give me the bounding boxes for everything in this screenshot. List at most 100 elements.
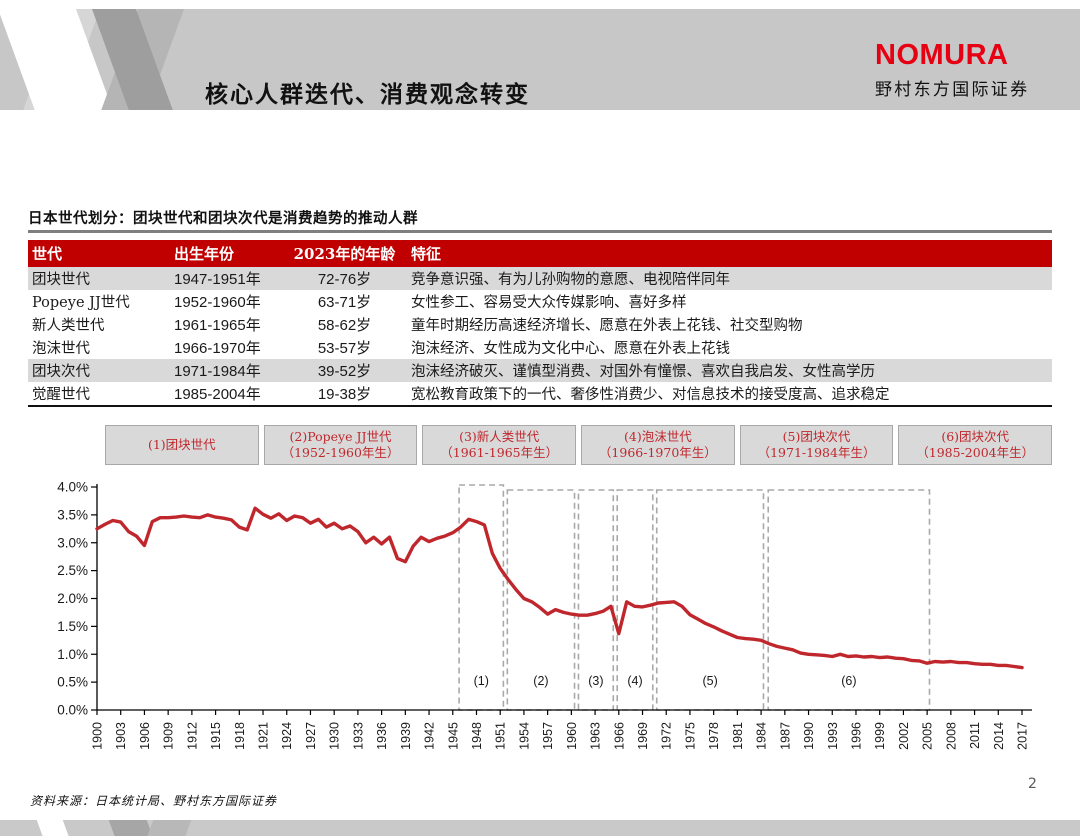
cell-traits: 竞争意识强、有为儿孙购物的意愿、电视陪伴同年 (411, 272, 730, 288)
cell-generation: 觉醒世代 (32, 387, 90, 403)
table-section-title: 日本世代划分：团块世代和团块次代是消费趋势的推动人群 (28, 210, 418, 227)
x-tick-label: 1969 (636, 722, 650, 750)
cell-age: 19-38岁 (317, 386, 372, 403)
x-axis-labels: 1900 1903 1906 1909 1912 1915 1918 1921 1924 1927… (91, 710, 1030, 750)
x-tick-label: 2008 (944, 722, 958, 750)
header-band: 核心人群迭代、消费观念转变 NOMURA 野村东方国际证券 (0, 9, 1080, 110)
cell-birth-years: 1952-1960年 (174, 294, 261, 311)
generation-label-box-1: (1)团块世代 (105, 425, 259, 465)
y-tick-label: 1.0% (57, 647, 88, 662)
x-tick-label: 1909 (162, 722, 176, 750)
y-tick-label: 4.0% (57, 480, 88, 495)
page-title: 核心人群迭代、消费观念转变 (205, 81, 530, 108)
cohort-box-label: (6) (841, 674, 856, 688)
y-tick-label: 2.5% (57, 563, 88, 578)
col-header-generation: 世代 (28, 240, 170, 267)
x-tick-label: 1918 (233, 722, 247, 750)
cell-birth-years: 1985-2004年 (174, 386, 261, 403)
table-row: 团块次代 1971-1984年 39-52岁 泡沫经济破灭、谨慎型消费、对国外有… (28, 359, 1052, 382)
x-tick-label: 1966 (612, 722, 626, 750)
x-tick-label: 1981 (731, 722, 745, 750)
x-tick-label: 1927 (304, 722, 318, 750)
col-header-birth-years: 出生年份 (170, 240, 282, 267)
cell-birth-years: 1966-1970年 (174, 340, 261, 357)
x-tick-label: 1939 (399, 722, 413, 750)
generation-label-row: (1)团块世代 (2)Popeye JJ世代 （1952-1960年生） (3)… (105, 425, 1053, 465)
cell-generation: 团块世代 (32, 272, 90, 288)
cohort-box-label: (4) (627, 674, 642, 688)
cell-birth-years: 1971-1984年 (174, 363, 261, 380)
table-row: Popeye JJ世代 1952-1960年 63-71岁 女性参工、容易受大众… (28, 290, 1052, 313)
gen-box-line2: （1971-1984年生） (757, 445, 876, 460)
x-tick-label: 1942 (423, 722, 437, 750)
gen-box-line2: （1952-1960年生） (281, 445, 400, 460)
cell-birth-years: 1961-1965年 (174, 317, 261, 334)
x-tick-label: 1951 (494, 722, 508, 750)
y-tick-label: 3.5% (57, 507, 88, 522)
cell-generation: 团块次代 (32, 364, 90, 380)
x-tick-label: 1924 (280, 722, 294, 750)
x-tick-label: 1930 (328, 722, 342, 750)
gen-box-line1: (1)团块世代 (147, 436, 216, 452)
generation-table: 世代 出生年份 2023年的年龄 特征 团块世代 1947-1951年 72-7… (28, 240, 1052, 407)
bottom-band (0, 820, 1080, 836)
generation-label-box-4: (4)泡沫世代 （1966-1970年生） (581, 425, 735, 465)
x-tick-label: 1903 (114, 722, 128, 750)
gen-box-line1: (3)新人类世代 (459, 428, 540, 444)
x-tick-label: 1957 (541, 722, 555, 750)
brand-block: NOMURA 野村东方国际证券 (875, 39, 1045, 100)
x-tick-label: 1915 (209, 722, 223, 750)
cohort-annotation-boxes: (1) (2) (3) (4) (5) (6) (458, 484, 931, 711)
gen-box-line1: (6)团块次代 (941, 428, 1010, 444)
cell-birth-years: 1947-1951年 (174, 271, 261, 288)
page-number: 2 (1028, 776, 1037, 792)
x-tick-label: 1954 (517, 722, 531, 750)
cohort-box-label: (3) (588, 674, 603, 688)
birth-rate-line (95, 506, 1024, 670)
x-tick-label: 2014 (992, 722, 1006, 750)
x-tick-label: 2011 (968, 722, 982, 749)
generation-label-box-2: (2)Popeye JJ世代 （1952-1960年生） (263, 425, 418, 465)
footer-decoration-stripe (34, 820, 72, 836)
gen-box-line2: （1961-1965年生） (440, 445, 559, 460)
x-tick-label: 1900 (91, 722, 105, 750)
cell-age: 39-52岁 (317, 363, 372, 380)
x-tick-label: 1987 (778, 722, 792, 750)
y-tick-label: 0.0% (57, 703, 88, 718)
logo-subtitle: 野村东方国际证券 (875, 80, 1030, 100)
gen-box-line1: (5)团块次代 (782, 428, 851, 444)
x-tick-label: 1978 (707, 722, 721, 750)
cell-traits: 宽松教育政策下的一代、奢侈性消费少、对信息技术的接受度高、追求稳定 (411, 387, 890, 403)
x-tick-label: 1960 (565, 722, 579, 750)
y-tick-label: 2.0% (57, 591, 88, 606)
cell-generation: 新人类世代 (32, 318, 105, 334)
cell-age: 53-57岁 (317, 340, 372, 357)
x-tick-label: 1963 (589, 722, 603, 750)
cell-age: 63-71岁 (317, 294, 372, 311)
x-tick-label: 1936 (375, 722, 389, 750)
x-tick-label: 1933 (351, 722, 365, 750)
x-tick-label: 1906 (138, 722, 152, 750)
x-tick-label: 2002 (897, 722, 911, 750)
cohort-box-label: (5) (702, 674, 717, 688)
generation-label-box-6: (6)团块次代 （1985-2004年生） (898, 425, 1053, 465)
y-tick-label: 1.5% (57, 619, 88, 634)
cell-traits: 女性参工、容易受大众传媒影响、喜好多样 (411, 295, 687, 311)
cell-age: 58-62岁 (317, 317, 372, 334)
gen-box-line2: （1966-1970年生） (598, 445, 717, 460)
y-tick-label: 3.0% (57, 535, 88, 550)
gen-box-line1: (2)Popeye JJ世代 (289, 428, 392, 444)
table-header-row: 世代 出生年份 2023年的年龄 特征 (28, 240, 1052, 267)
generation-label-box-3: (3)新人类世代 （1961-1965年生） (422, 425, 577, 465)
cohort-box-label: (2) (533, 674, 548, 688)
x-tick-label: 1948 (470, 722, 484, 750)
y-axis-labels: 0.0% 0.5% 1.0% 1.5% 2.0% 2.5% 3.0% 3.5% 4.0% (57, 480, 97, 718)
x-tick-label: 1996 (849, 722, 863, 750)
axes (96, 484, 1032, 711)
y-tick-label: 0.5% (57, 675, 88, 690)
x-tick-label: 1990 (802, 722, 816, 750)
x-tick-label: 1972 (660, 722, 674, 750)
table-row: 新人类世代 1961-1965年 58-62岁 童年时期经历高速经济增长、愿意在… (28, 313, 1052, 336)
cell-traits: 泡沫经济、女性成为文化中心、愿意在外表上花钱 (411, 341, 730, 357)
